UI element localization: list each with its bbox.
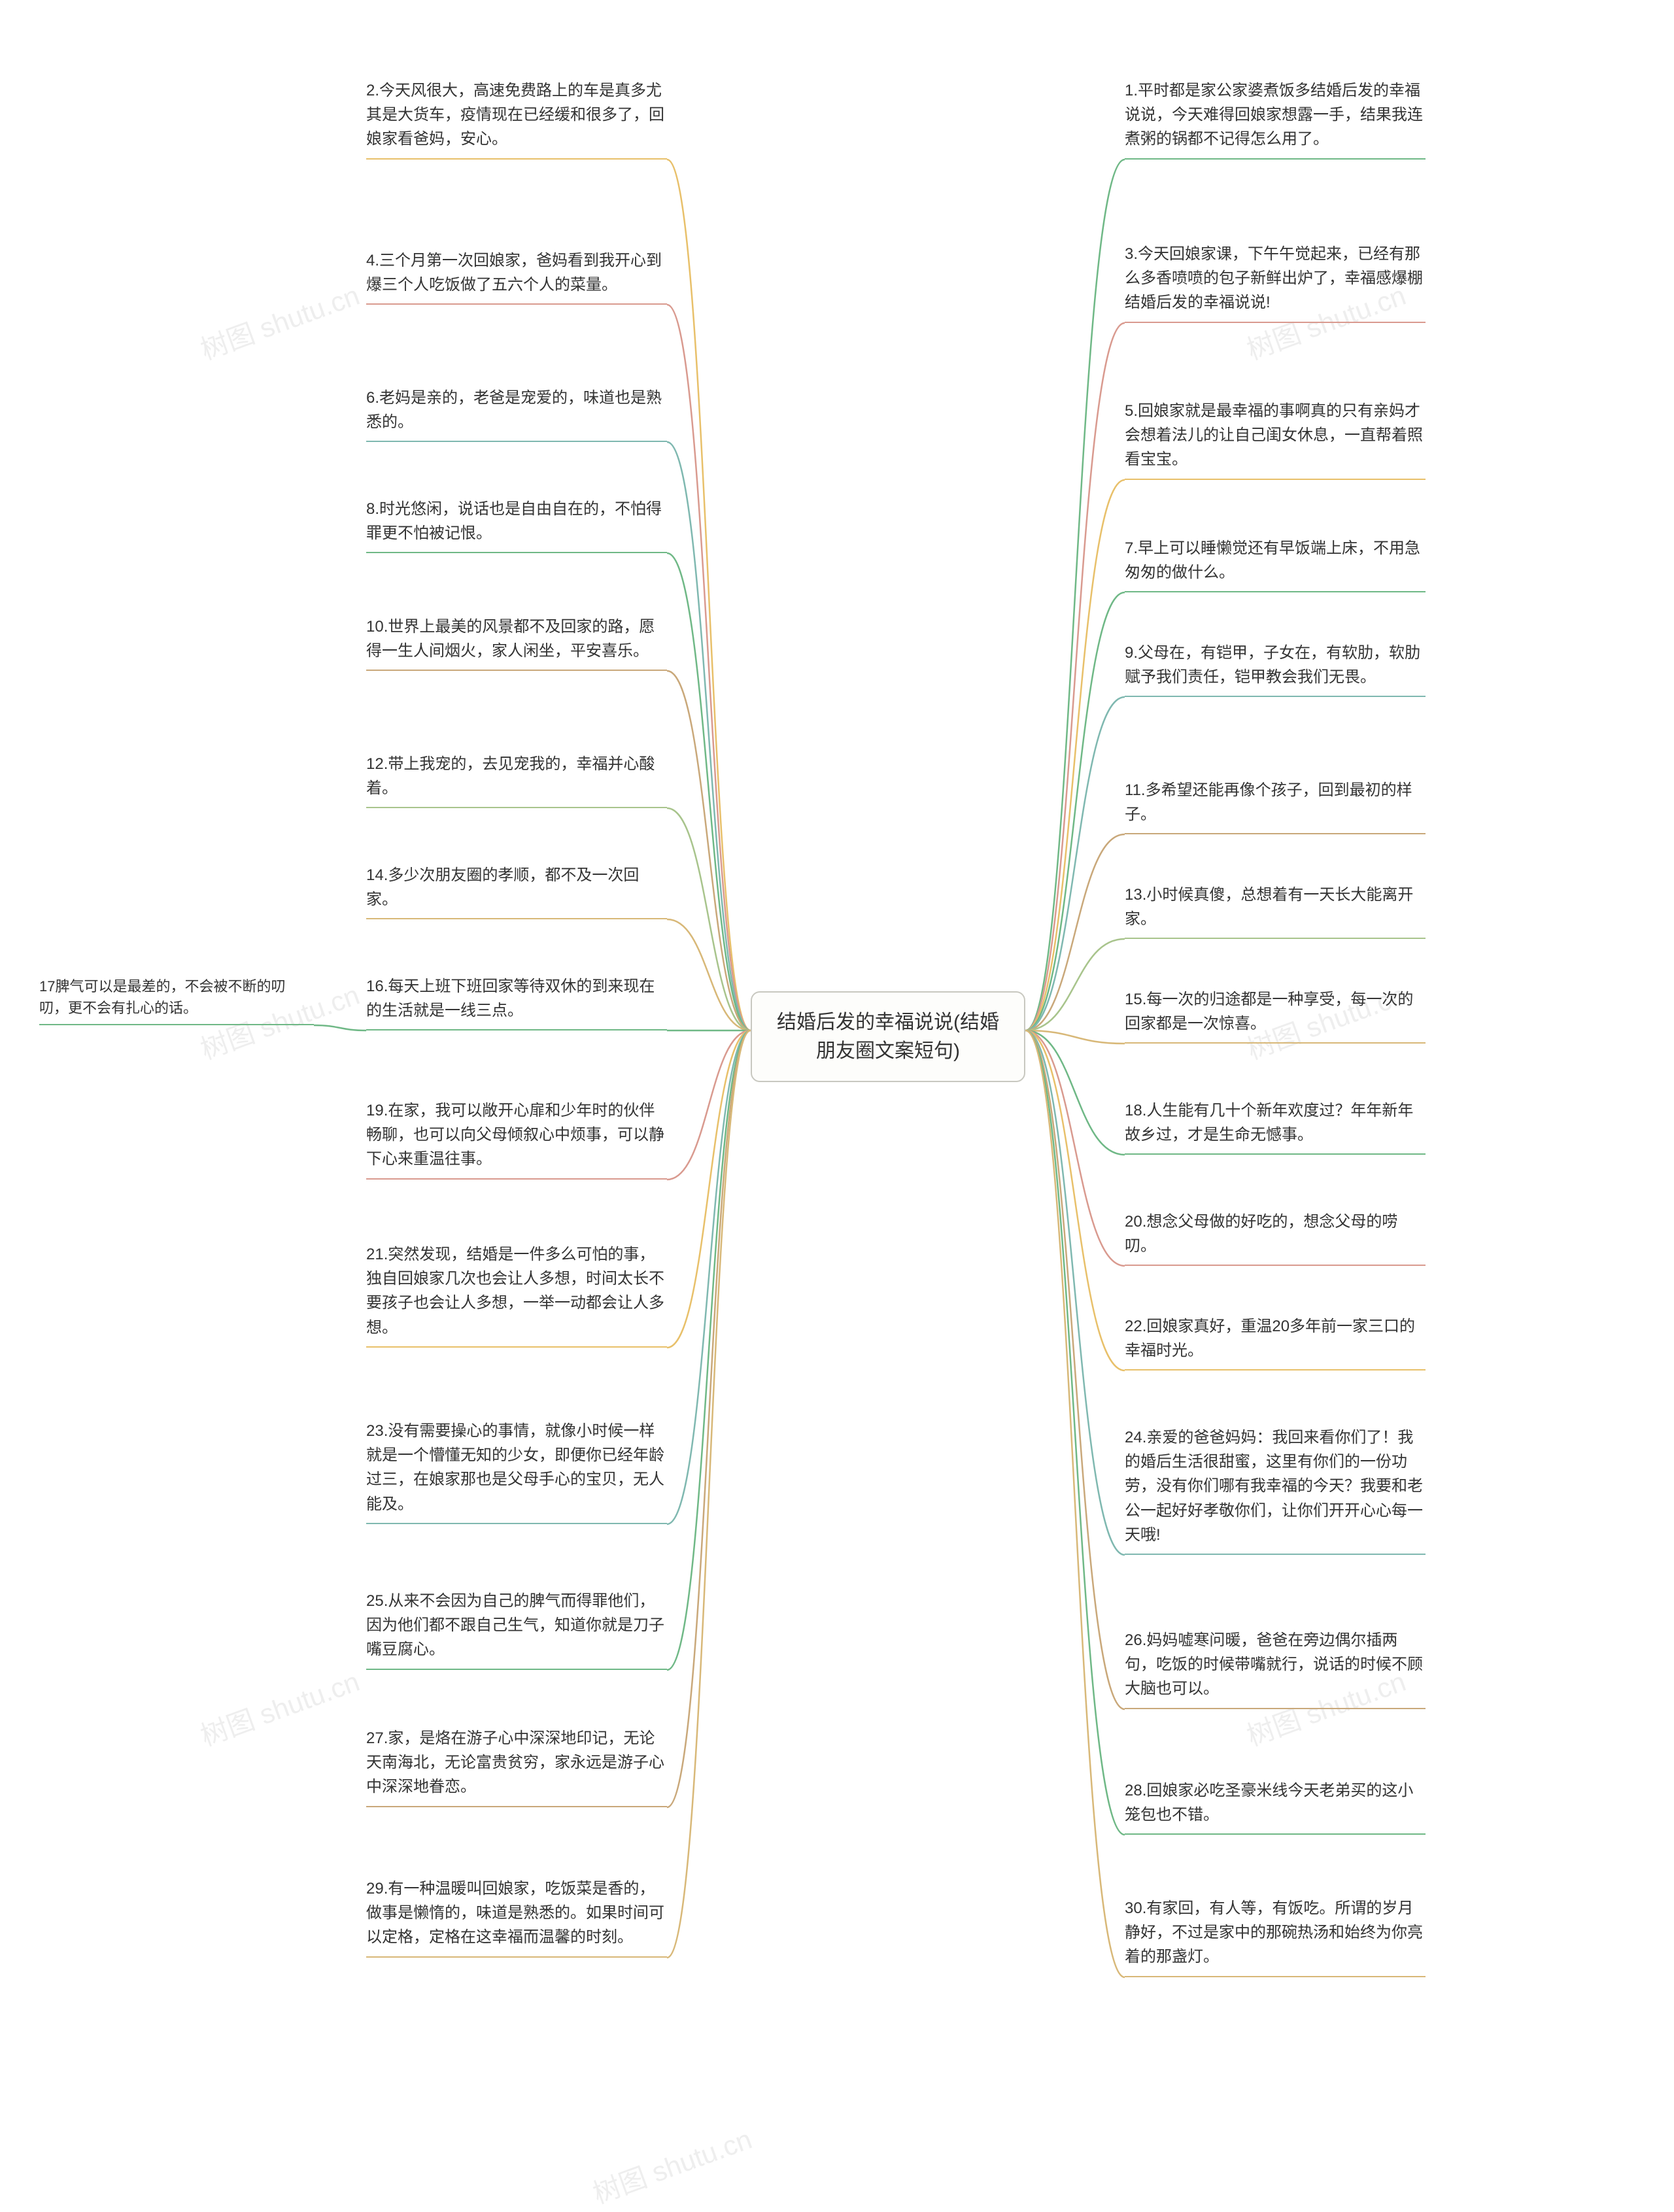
leaf-node-2: 2.今天风很大，高速免费路上的车是真多尤其是大货车，疫情现在已经缓和很多了，回娘… bbox=[366, 78, 667, 160]
leaf-text: 10.世界上最美的风景都不及回家的路，愿得一生人间烟火，家人闲坐，平安喜乐。 bbox=[366, 618, 655, 660]
connector-14 bbox=[667, 919, 751, 1030]
leaf-text: 8.时光悠闲，说话也是自由自在的，不怕得罪更不怕被记恨。 bbox=[366, 500, 662, 542]
connector-13 bbox=[1025, 939, 1125, 1030]
leaf-text: 3.今天回娘家课，下午午觉起来，已经有那么多香喷喷的包子新鲜出炉了，幸福感爆棚结… bbox=[1125, 245, 1423, 311]
connector-6 bbox=[667, 442, 751, 1030]
leaf-node-3: 3.今天回娘家课，下午午觉起来，已经有那么多香喷喷的包子新鲜出炉了，幸福感爆棚结… bbox=[1125, 242, 1426, 323]
leaf-text: 12.带上我宠的，去见宠我的，幸福并心酸着。 bbox=[366, 755, 655, 797]
leaf-text: 5.回娘家就是最幸福的事啊真的只有亲妈才会想着法儿的让自己闺女休息，一直帮着照看… bbox=[1125, 402, 1423, 468]
leaf-text: 28.回娘家必吃圣豪米线今天老弟买的这小笼包也不错。 bbox=[1125, 1782, 1413, 1824]
connector-23 bbox=[667, 1030, 751, 1524]
leaf-text: 18.人生能有几十个新年欢度过？年年新年故乡过，才是生命无憾事。 bbox=[1125, 1102, 1413, 1144]
connector-10 bbox=[667, 671, 751, 1030]
connector-15 bbox=[1025, 1030, 1125, 1044]
connector-20 bbox=[1025, 1030, 1125, 1266]
connector-2 bbox=[667, 160, 751, 1030]
connector-4 bbox=[667, 305, 751, 1030]
leaf-node-29: 29.有一种温暖叫回娘家，吃饭菜是香的，做事是懒惰的，味道是熟悉的。如果时间可以… bbox=[366, 1877, 667, 1958]
leaf-text: 11.多希望还能再像个孩子，回到最初的样子。 bbox=[1125, 781, 1412, 823]
connector-28 bbox=[1025, 1030, 1125, 1835]
connector-18 bbox=[1025, 1030, 1125, 1155]
connector-26 bbox=[1025, 1030, 1125, 1709]
leaf-text: 22.回娘家真好，重温20多年前一家三口的幸福时光。 bbox=[1125, 1318, 1415, 1359]
leaf-node-28: 28.回娘家必吃圣豪米线今天老弟买的这小笼包也不错。 bbox=[1125, 1778, 1426, 1835]
leaf-node-12: 12.带上我宠的，去见宠我的，幸福并心酸着。 bbox=[366, 752, 667, 808]
leaf-text: 1.平时都是家公家婆煮饭多结婚后发的幸福说说，今天难得回娘家想露一手，结果我连煮… bbox=[1125, 82, 1423, 148]
connector-22 bbox=[1025, 1030, 1125, 1370]
leaf-node-20: 20.想念父母做的好吃的，想念父母的唠叨。 bbox=[1125, 1210, 1426, 1266]
leaf-node-24: 24.亲爱的爸爸妈妈：我回来看你们了！我的婚后生活很甜蜜，这里有你们的一份功劳，… bbox=[1125, 1425, 1426, 1555]
leaf-text: 25.从来不会因为自己的脾气而得罪他们，因为他们都不跟自己生气，知道你就是刀子嘴… bbox=[366, 1592, 664, 1658]
leaf-node-6: 6.老妈是亲的，老爸是宠爱的，味道也是熟悉的。 bbox=[366, 386, 667, 442]
leaf-node-15: 15.每一次的归途都是一种享受，每一次的回家都是一次惊喜。 bbox=[1125, 987, 1426, 1044]
leaf-node-21: 21.突然发现，结婚是一件多么可怕的事，独自回娘家几次也会让人多想，时间太长不要… bbox=[366, 1242, 667, 1348]
center-node: 结婚后发的幸福说说(结婚朋友圈文案短句) bbox=[751, 991, 1025, 1082]
leaf-node-11: 11.多希望还能再像个孩子，回到最初的样子。 bbox=[1125, 778, 1426, 834]
connector-19 bbox=[667, 1030, 751, 1180]
watermark: 树图 shutu.cn bbox=[194, 1659, 364, 1754]
connector-11 bbox=[1025, 834, 1125, 1030]
leaf-text: 4.三个月第一次回娘家，爸妈看到我开心到爆三个人吃饭做了五六个人的菜量。 bbox=[366, 252, 662, 294]
leaf-text: 14.多少次朋友圈的孝顺，都不及一次回家。 bbox=[366, 866, 639, 908]
leaf-text: 26.妈妈嘘寒问暖，爸爸在旁边偶尔插两句，吃饭的时候带嘴就行，说话的时候不顾大脑… bbox=[1125, 1631, 1423, 1697]
connector-8 bbox=[667, 553, 751, 1030]
connector-3 bbox=[1025, 323, 1125, 1030]
leaf-text: 24.亲爱的爸爸妈妈：我回来看你们了！我的婚后生活很甜蜜，这里有你们的一份功劳，… bbox=[1125, 1429, 1423, 1544]
leaf-node-22: 22.回娘家真好，重温20多年前一家三口的幸福时光。 bbox=[1125, 1314, 1426, 1370]
leaf-node-1: 1.平时都是家公家婆煮饭多结婚后发的幸福说说，今天难得回娘家想露一手，结果我连煮… bbox=[1125, 78, 1426, 160]
leaf-node-30: 30.有家回，有人等，有饭吃。所谓的岁月静好，不过是家中的那碗热汤和始终为你亮着… bbox=[1125, 1896, 1426, 1977]
connector-30 bbox=[1025, 1030, 1125, 1977]
watermark: 树图 shutu.cn bbox=[587, 2117, 757, 2211]
leaf-node-5: 5.回娘家就是最幸福的事啊真的只有亲妈才会想着法儿的让自己闺女休息，一直帮着照看… bbox=[1125, 399, 1426, 480]
leaf-text: 23.没有需要操心的事情，就像小时候一样就是一个懵懂无知的少女，即便你已经年龄过… bbox=[366, 1422, 664, 1513]
connector-21 bbox=[667, 1030, 751, 1348]
leaf-text: 13.小时候真傻，总想着有一天长大能离开家。 bbox=[1125, 886, 1413, 928]
leaf-node-25: 25.从来不会因为自己的脾气而得罪他们，因为他们都不跟自己生气，知道你就是刀子嘴… bbox=[366, 1589, 667, 1670]
leaf-text: 30.有家回，有人等，有饭吃。所谓的岁月静好，不过是家中的那碗热汤和始终为你亮着… bbox=[1125, 1899, 1423, 1965]
connector-12 bbox=[667, 808, 751, 1030]
leaf-text: 19.在家，我可以敞开心扉和少年时的伙伴畅聊，也可以向父母倾叙心中烦事，可以静下… bbox=[366, 1102, 664, 1168]
leaf-node-7: 7.早上可以睡懒觉还有早饭端上床，不用急匆匆的做什么。 bbox=[1125, 536, 1426, 592]
leaf-node-13: 13.小时候真傻，总想着有一天长大能离开家。 bbox=[1125, 883, 1426, 939]
watermark: 树图 shutu.cn bbox=[194, 273, 364, 367]
leaf-node-23: 23.没有需要操心的事情，就像小时候一样就是一个懵懂无知的少女，即便你已经年龄过… bbox=[366, 1419, 667, 1524]
leaf-node-9: 9.父母在，有铠甲，子女在，有软肋，软肋赋予我们责任，铠甲教会我们无畏。 bbox=[1125, 641, 1426, 697]
leaf-node-4: 4.三个月第一次回娘家，爸妈看到我开心到爆三个人吃饭做了五六个人的菜量。 bbox=[366, 248, 667, 305]
leaf-text: 15.每一次的归途都是一种享受，每一次的回家都是一次惊喜。 bbox=[1125, 991, 1413, 1032]
connector-17 bbox=[314, 1025, 366, 1030]
connector-9 bbox=[1025, 697, 1125, 1030]
leaf-node-26: 26.妈妈嘘寒问暖，爸爸在旁边偶尔插两句，吃饭的时候带嘴就行，说话的时候不顾大脑… bbox=[1125, 1628, 1426, 1709]
center-title: 结婚后发的幸福说说(结婚朋友圈文案短句) bbox=[777, 1012, 999, 1062]
leaf-text: 16.每天上班下班回家等待双休的到来现在的生活就是一线三点。 bbox=[366, 978, 655, 1019]
connector-7 bbox=[1025, 592, 1125, 1030]
leaf-text: 9.父母在，有铠甲，子女在，有软肋，软肋赋予我们责任，铠甲教会我们无畏。 bbox=[1125, 644, 1420, 686]
connector-29 bbox=[667, 1030, 751, 1958]
leaf-node-8: 8.时光悠闲，说话也是自由自在的，不怕得罪更不怕被记恨。 bbox=[366, 497, 667, 553]
connector-24 bbox=[1025, 1030, 1125, 1555]
leaf-text: 7.早上可以睡懒觉还有早饭端上床，不用急匆匆的做什么。 bbox=[1125, 539, 1420, 581]
leaf-node-14: 14.多少次朋友圈的孝顺，都不及一次回家。 bbox=[366, 863, 667, 919]
leaf-node-16: 16.每天上班下班回家等待双休的到来现在的生活就是一线三点。 bbox=[366, 974, 667, 1030]
leaf-node-10: 10.世界上最美的风景都不及回家的路，愿得一生人间烟火，家人闲坐，平安喜乐。 bbox=[366, 615, 667, 671]
leaf-text: 17脾气可以是最差的，不会被不断的叨叨，更不会有扎心的话。 bbox=[39, 978, 285, 1016]
leaf-text: 29.有一种温暖叫回娘家，吃饭菜是香的，做事是懒惰的，味道是熟悉的。如果时间可以… bbox=[366, 1880, 664, 1946]
connector-27 bbox=[667, 1030, 751, 1807]
leaf-node-17: 17脾气可以是最差的，不会被不断的叨叨，更不会有扎心的话。 bbox=[39, 976, 314, 1025]
leaf-text: 20.想念父母做的好吃的，想念父母的唠叨。 bbox=[1125, 1213, 1397, 1255]
leaf-text: 6.老妈是亲的，老爸是宠爱的，味道也是熟悉的。 bbox=[366, 389, 662, 431]
connector-1 bbox=[1025, 160, 1125, 1030]
leaf-node-19: 19.在家，我可以敞开心扉和少年时的伙伴畅聊，也可以向父母倾叙心中烦事，可以静下… bbox=[366, 1098, 667, 1180]
leaf-text: 27.家，是烙在游子心中深深地印记，无论天南海北，无论富贵贫穷，家永远是游子心中… bbox=[366, 1729, 664, 1795]
connector-25 bbox=[667, 1030, 751, 1670]
leaf-text: 2.今天风很大，高速免费路上的车是真多尤其是大货车，疫情现在已经缓和很多了，回娘… bbox=[366, 82, 664, 148]
connector-5 bbox=[1025, 480, 1125, 1030]
leaf-node-27: 27.家，是烙在游子心中深深地印记，无论天南海北，无论富贵贫穷，家永远是游子心中… bbox=[366, 1726, 667, 1807]
leaf-node-18: 18.人生能有几十个新年欢度过？年年新年故乡过，才是生命无憾事。 bbox=[1125, 1098, 1426, 1155]
leaf-text: 21.突然发现，结婚是一件多么可怕的事，独自回娘家几次也会让人多想，时间太长不要… bbox=[366, 1246, 664, 1336]
